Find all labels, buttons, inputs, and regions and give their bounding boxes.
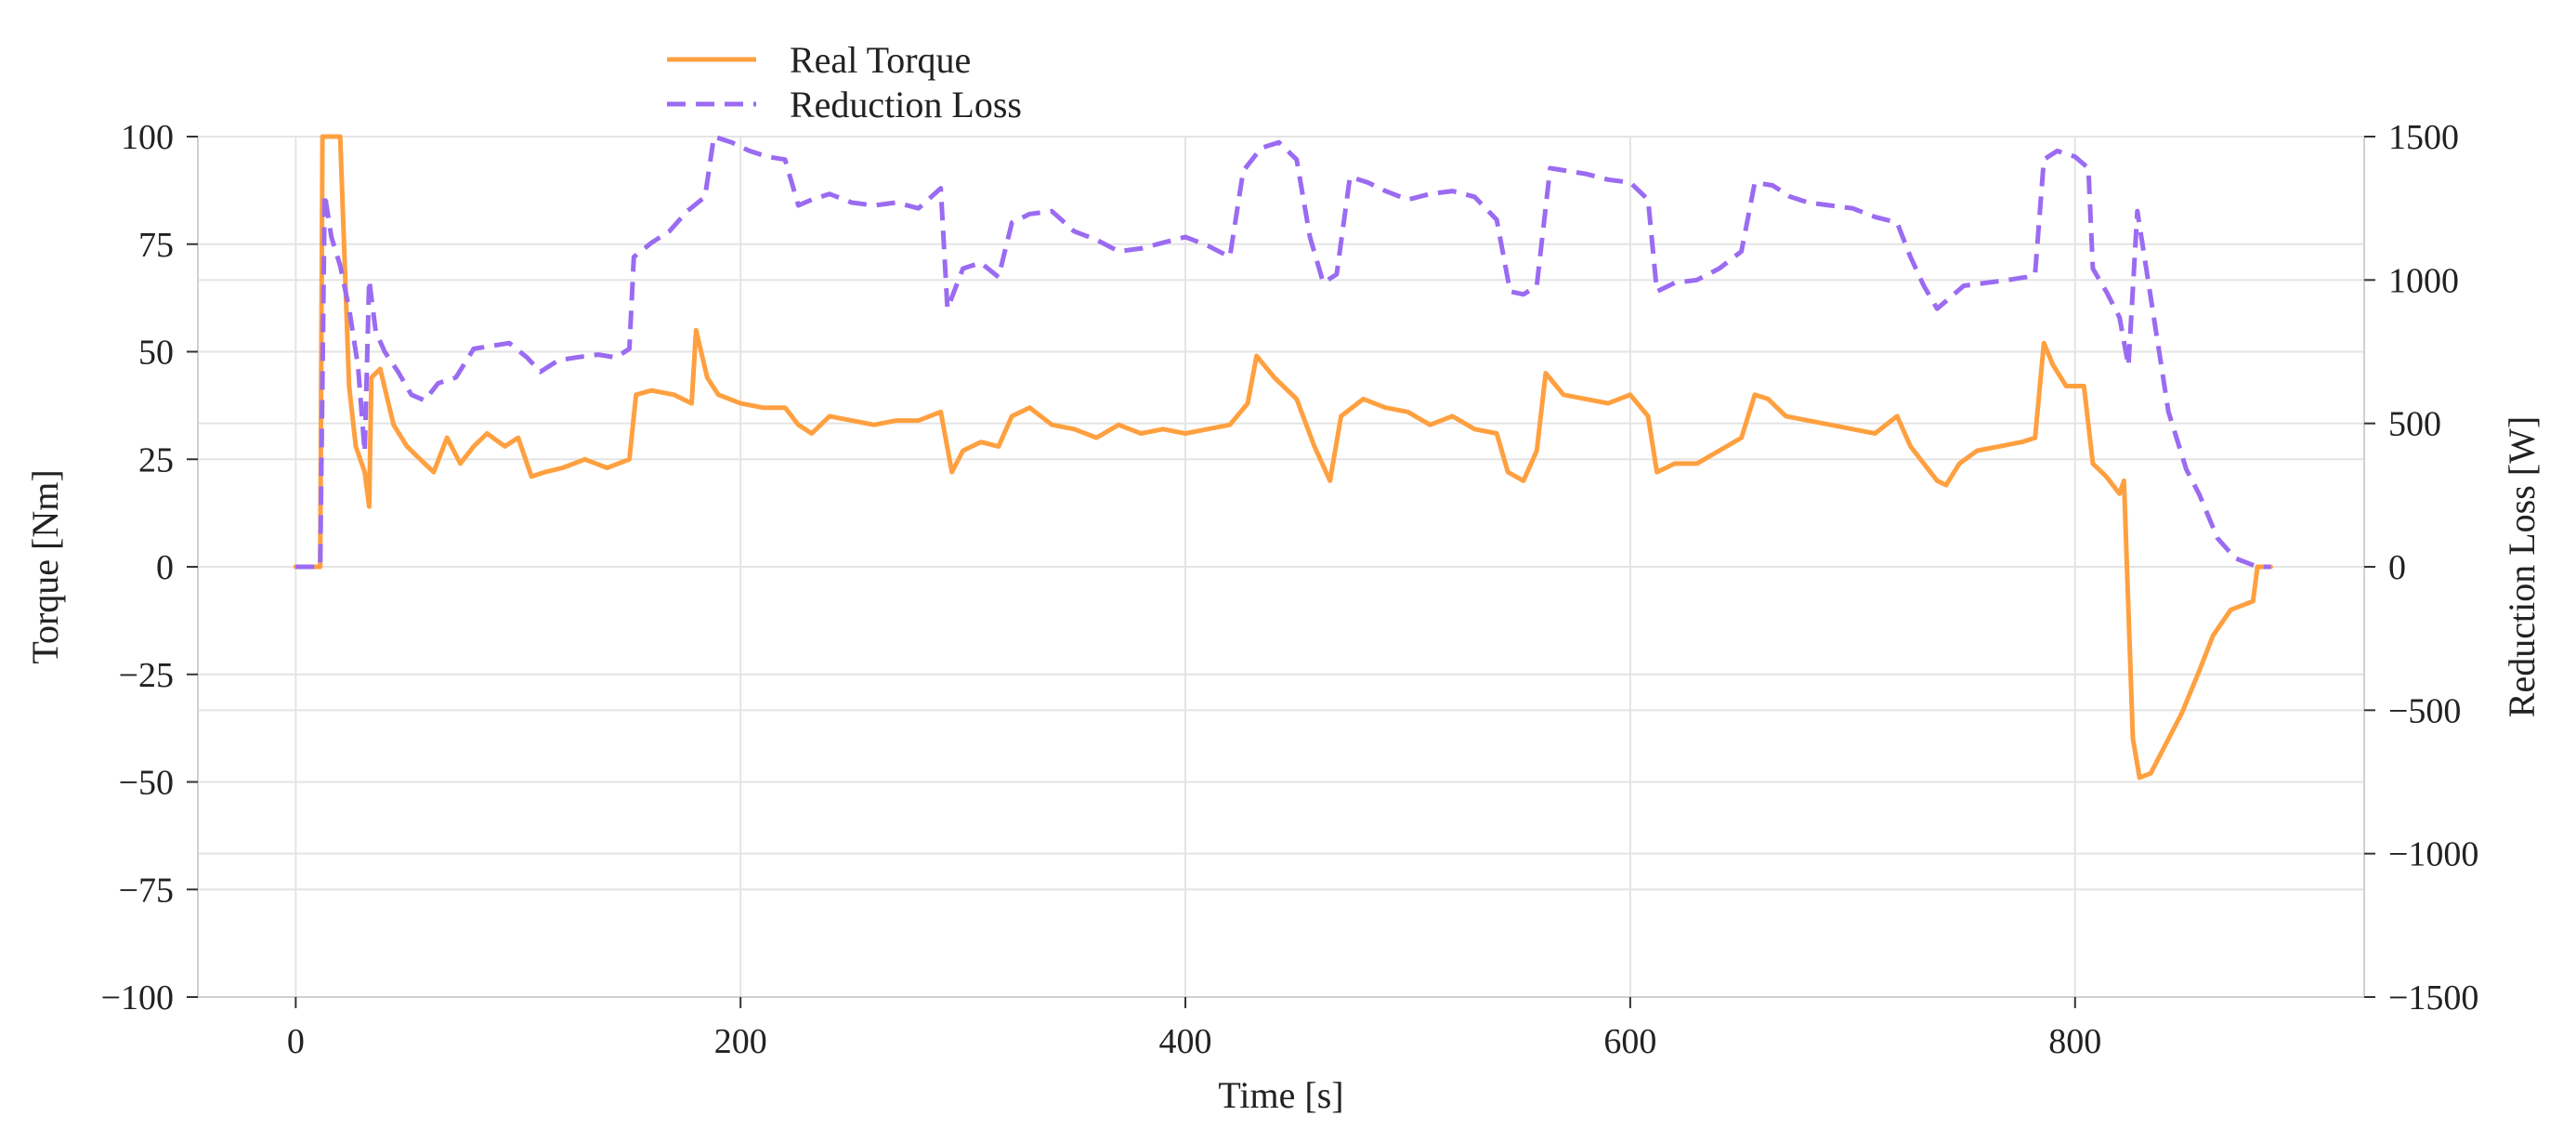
y-tick-label: −100 xyxy=(101,978,174,1017)
y2-tick-label: −1500 xyxy=(2388,978,2478,1017)
y-tick-label: −75 xyxy=(119,871,174,910)
series-line-reduction-loss xyxy=(295,134,2271,570)
legend-label-real-torque: Real Torque xyxy=(790,39,971,81)
x-tick-label: 400 xyxy=(1159,1022,1212,1061)
x-tick-label: 600 xyxy=(1603,1022,1656,1061)
y-tick-label: −25 xyxy=(119,656,174,695)
y-tick-label: 25 xyxy=(138,440,174,479)
y2-tick-label: 500 xyxy=(2388,405,2441,444)
y-axis-label: Torque [Nm] xyxy=(24,469,66,663)
x-tick-label: 200 xyxy=(714,1022,767,1061)
y2-tick-label: 1500 xyxy=(2388,118,2459,157)
y-tick-label: 100 xyxy=(121,118,174,157)
y2-tick-label: 0 xyxy=(2388,548,2406,587)
legend-label-reduction-loss: Reduction Loss xyxy=(790,84,1022,125)
y2-tick-label: −1000 xyxy=(2388,835,2478,874)
y-tick-label: 50 xyxy=(138,334,174,373)
x-tick-label: 0 xyxy=(287,1022,305,1061)
y2-tick-label: −500 xyxy=(2388,691,2461,730)
y-tick-label: −50 xyxy=(119,764,174,803)
x-axis-label: Time [s] xyxy=(1218,1074,1343,1116)
legend: Real Torque Reduction Loss xyxy=(667,39,1022,125)
y-tick-label: 0 xyxy=(156,548,174,587)
y-tick-label: 75 xyxy=(138,226,174,265)
y2-axis-label: Reduction Loss [W] xyxy=(2501,416,2543,717)
series-line-real-torque xyxy=(293,134,2273,781)
y2-tick-label: 1000 xyxy=(2388,261,2459,300)
series-lines xyxy=(293,134,2273,781)
x-tick-label: 800 xyxy=(2048,1022,2101,1061)
tick-labels: 0 200 400 600 800 −100 −75 −50 −25 0 25 50 75 100 −150… xyxy=(101,118,2479,1061)
